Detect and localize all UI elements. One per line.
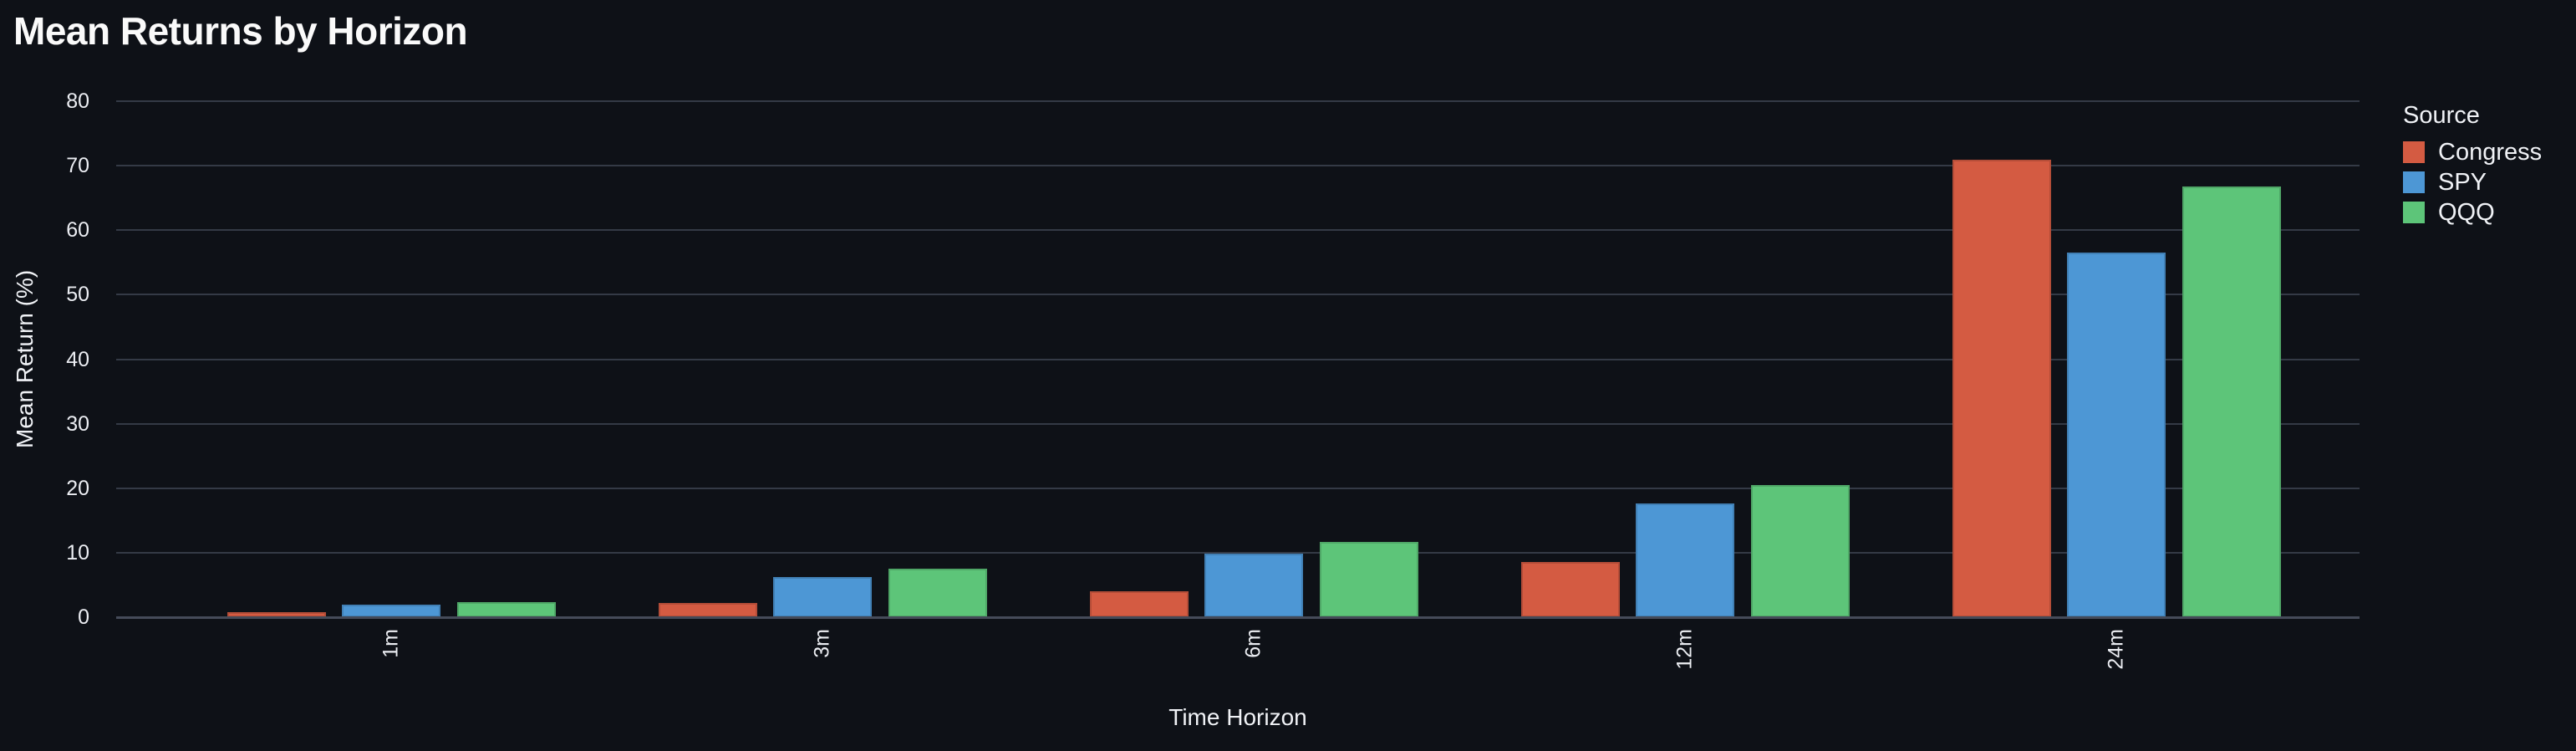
bar-congress-1m bbox=[227, 611, 326, 617]
bar-congress-3m bbox=[658, 603, 757, 617]
bar-spy-3m bbox=[773, 577, 872, 617]
chart-title: Mean Returns by Horizon bbox=[13, 9, 468, 53]
bar-qqq-1m bbox=[456, 601, 556, 617]
bar-spy-24m bbox=[2067, 253, 2166, 617]
gridline-y-50 bbox=[116, 294, 2360, 296]
bar-qqq-6m bbox=[1319, 541, 1418, 617]
gridline-y-60 bbox=[116, 229, 2360, 232]
bar-qqq-3m bbox=[888, 569, 987, 617]
y-tick-label-10: 10 bbox=[66, 540, 89, 565]
gridline-y-10 bbox=[116, 551, 2360, 554]
plot-area bbox=[116, 100, 2360, 619]
y-tick-label-50: 50 bbox=[66, 283, 89, 307]
legend: Source Congress SPY QQQ bbox=[2403, 102, 2542, 232]
legend-item-congress: Congress bbox=[2403, 138, 2543, 166]
bar-congress-6m bbox=[1089, 591, 1189, 617]
legend-label-spy: SPY bbox=[2438, 168, 2487, 196]
y-tick-label-70: 70 bbox=[66, 154, 89, 178]
bar-spy-12m bbox=[1636, 503, 1734, 617]
bar-congress-24m bbox=[1952, 160, 2051, 617]
y-tick-label-20: 20 bbox=[66, 476, 89, 500]
legend-label-qqq: QQQ bbox=[2438, 198, 2495, 226]
bar-spy-6m bbox=[1204, 553, 1303, 617]
gridline-y-40 bbox=[116, 358, 2360, 360]
gridline-y-30 bbox=[116, 422, 2360, 425]
legend-swatch-congress bbox=[2403, 141, 2425, 163]
x-tick-label-3m: 3m bbox=[810, 629, 834, 658]
legend-label-congress: Congress bbox=[2438, 138, 2543, 166]
y-tick-label-60: 60 bbox=[66, 218, 89, 243]
x-tick-labels: 1m 3m 6m 12m 24m bbox=[116, 629, 2360, 704]
x-axis-label: Time Horizon bbox=[1168, 704, 1307, 730]
gridline-y-20 bbox=[116, 487, 2360, 489]
gridline-y-70 bbox=[116, 165, 2360, 167]
y-tick-label-40: 40 bbox=[66, 347, 89, 371]
x-tick-label-24m: 24m bbox=[2104, 629, 2128, 670]
bar-qqq-12m bbox=[1750, 484, 1850, 617]
bar-qqq-24m bbox=[2181, 186, 2281, 617]
legend-title: Source bbox=[2403, 102, 2480, 129]
y-tick-labels: 0 10 20 30 40 50 60 70 80 bbox=[0, 89, 89, 629]
x-tick-label-12m: 12m bbox=[1672, 629, 1697, 670]
legend-items: Congress SPY QQQ bbox=[2403, 138, 2543, 226]
bar-spy-1m bbox=[342, 605, 440, 617]
y-tick-label-80: 80 bbox=[66, 89, 89, 113]
legend-swatch-spy bbox=[2403, 171, 2425, 193]
legend-item-qqq: QQQ bbox=[2403, 199, 2542, 226]
x-tick-label-6m: 6m bbox=[1241, 629, 1265, 658]
y-tick-label-30: 30 bbox=[66, 411, 89, 436]
legend-swatch-qqq bbox=[2403, 202, 2425, 223]
y-tick-label-0: 0 bbox=[78, 605, 89, 629]
bar-congress-12m bbox=[1520, 561, 1620, 617]
gridline-y-80 bbox=[116, 100, 2360, 102]
x-tick-label-1m: 1m bbox=[379, 629, 403, 658]
legend-item-spy: SPY bbox=[2403, 169, 2542, 196]
x-axis-line bbox=[116, 616, 2360, 619]
